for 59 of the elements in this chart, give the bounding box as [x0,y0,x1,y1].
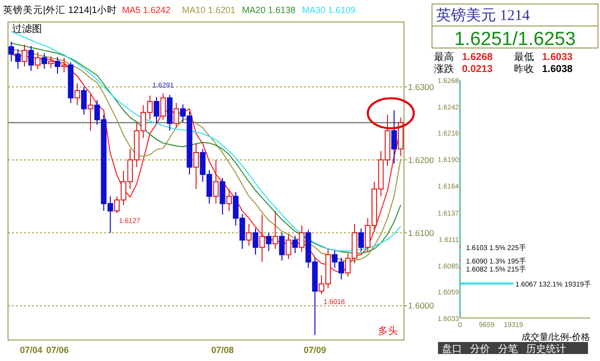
candlestick [220,178,226,216]
candlestick [266,232,272,252]
y-tick-label: 1.6300 [408,82,434,92]
annotation: 多头 [378,325,398,337]
candlestick [193,143,199,190]
candlestick [246,224,252,246]
text: MA20 1.6138 [242,5,296,15]
text: 涨跌 [434,63,454,75]
candlestick [28,46,34,72]
text: 0.0213 [462,64,494,75]
text: 分价 [470,343,490,355]
candlestick [272,210,278,250]
candlestick [279,232,285,261]
candlestick [34,51,41,70]
candlestick [54,56,60,74]
chart-title: 英镑美元|外汇 1214|1小时 [3,4,117,16]
candlestick [154,96,160,124]
candlestick [61,57,67,73]
candlestick [252,228,258,256]
candlestick [286,234,292,260]
candlestick [391,110,397,164]
text: 分笔 [498,343,518,355]
x-tick-label: 07/04 [20,345,42,355]
x-tick-label: 07/09 [304,345,326,355]
candlestick [226,188,232,212]
text: 1.6038 [542,64,574,75]
candlestick [48,56,54,68]
candlestick [74,82,80,106]
candlestick [292,235,298,254]
text: 1.6268 [462,52,494,63]
candlestick [298,224,305,252]
text: 1.6251/1.6253 [454,29,576,50]
text: MA30 1.6109 [302,5,356,15]
candlestick [173,102,180,128]
candlestick [160,92,166,120]
chart-subtitle: 过滤图 [12,23,42,35]
text: MA10 1.6201 [182,5,236,15]
x-axis-title: 成交量/比例-价格 [522,332,590,342]
text: 昨收 [514,63,534,75]
text: 最高 [434,51,454,63]
text: 英镑美元 1214 [436,7,530,24]
candlestick [259,214,265,262]
text: 历史统计 [526,343,566,355]
candlestick [88,94,94,132]
y-tick-label: 1.6100 [408,228,434,238]
text: 最低 [514,52,534,63]
bar [460,282,514,285]
candlestick [22,44,28,67]
x-tick-label: 07/08 [211,345,234,355]
candlestick [358,228,364,252]
text: 1.6033 [542,52,574,63]
x-tick-label: 07/06 [46,345,69,355]
candlestick [81,86,87,116]
y-tick-label: 1.6200 [408,154,434,165]
candlestick [213,159,219,204]
text: 盘口 [442,343,462,355]
candlestick [41,52,48,70]
text: MA5 1.6242 [122,5,171,15]
y-tick-label: 1.6000 [408,300,434,311]
